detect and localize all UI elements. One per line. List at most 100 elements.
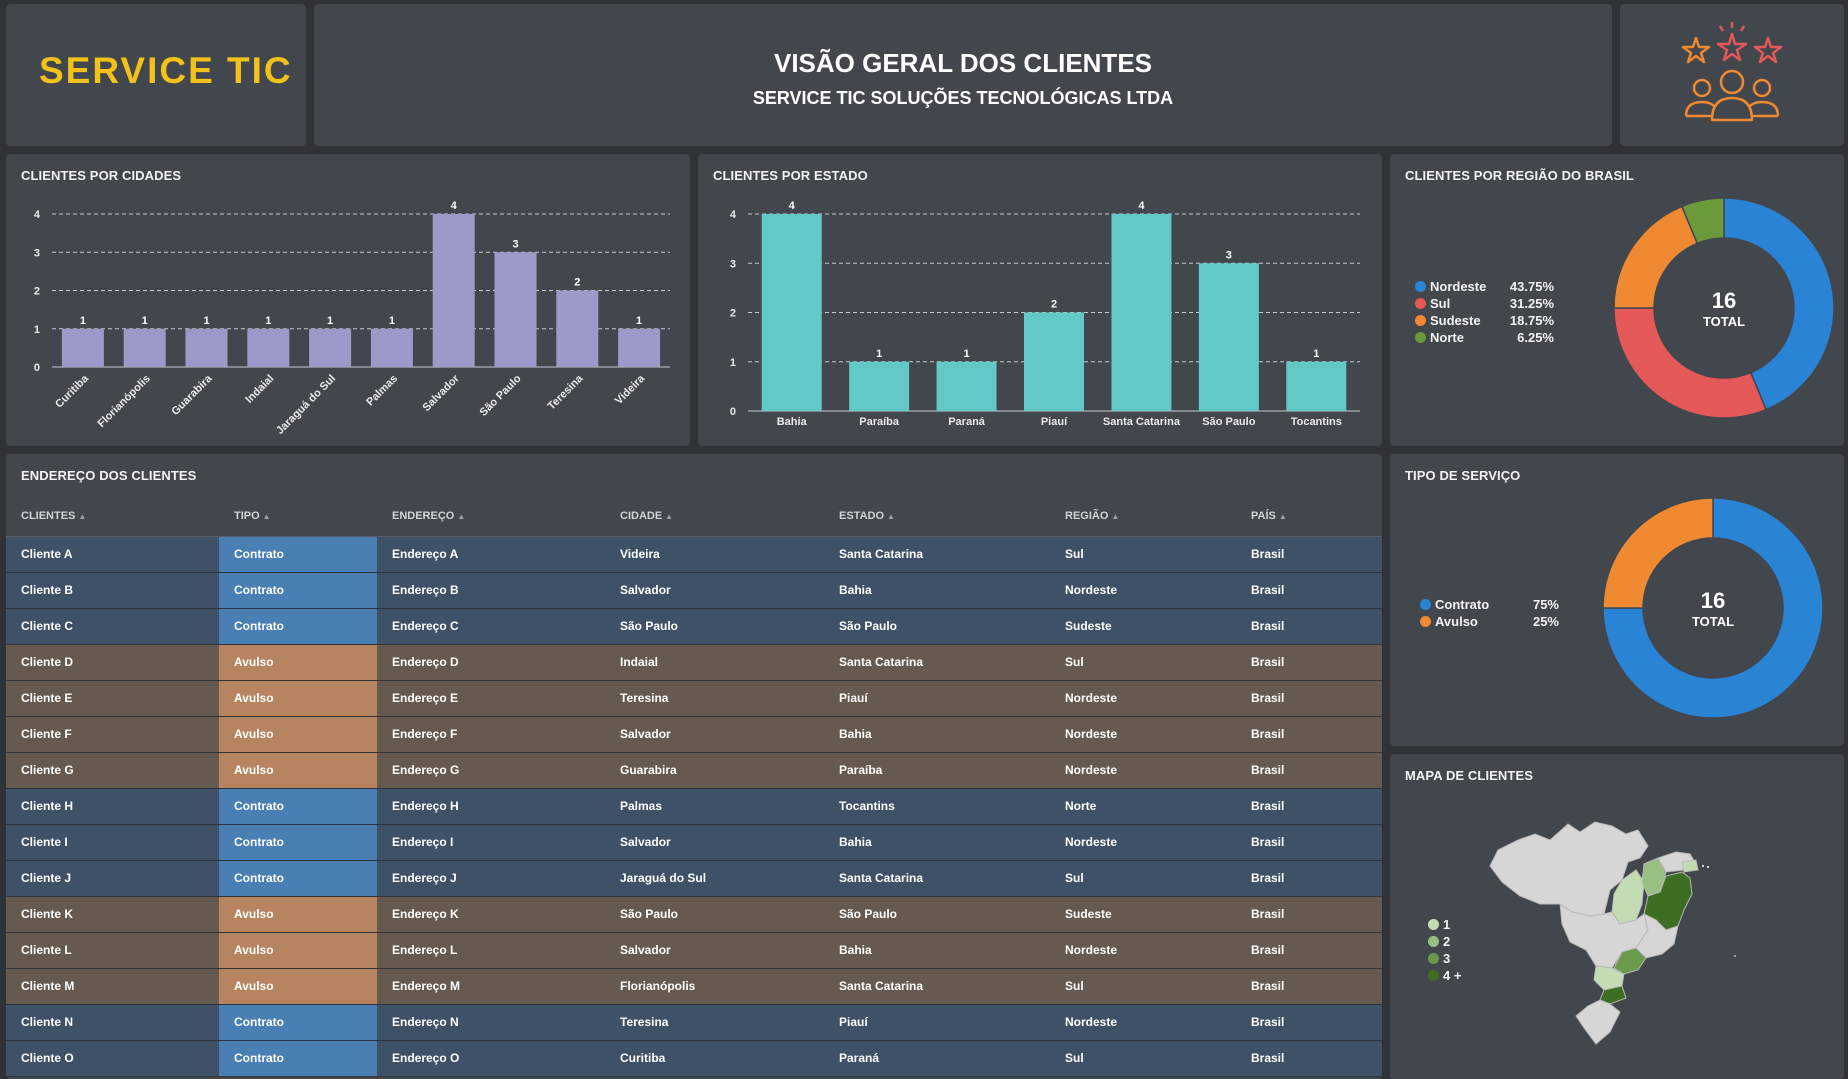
bar[interactable]	[1286, 361, 1347, 411]
table-row[interactable]: Cliente K Avulso Endereço K São Paulo São Pa…	[6, 896, 1382, 933]
legend-item[interactable]: Sudeste 18.75%	[1415, 312, 1554, 329]
column-header[interactable]: PAÍS ▲	[1236, 496, 1382, 537]
column-header[interactable]: TIPO ▲	[219, 496, 377, 537]
column-header[interactable]: ENDEREÇO ▲	[377, 496, 605, 537]
data-label: 1	[1313, 348, 1319, 360]
column-header[interactable]: CIDADE ▲	[605, 496, 824, 537]
y-tick-label: 1	[730, 357, 736, 369]
bar[interactable]	[185, 328, 228, 367]
bar[interactable]	[432, 214, 475, 367]
sort-arrow-icon[interactable]: ▲	[457, 511, 466, 521]
bar[interactable]	[123, 328, 166, 367]
column-header[interactable]: REGIÃO ▲	[1050, 496, 1236, 537]
legend-item[interactable]: Sul 31.25%	[1415, 295, 1554, 312]
bar[interactable]	[1198, 263, 1259, 411]
table-row[interactable]: Cliente A Contrato Endereço A Videira Santa …	[6, 536, 1382, 573]
table-row[interactable]: Cliente M Avulso Endereço M Florianópolis Sa…	[6, 968, 1382, 1005]
bar[interactable]	[247, 328, 290, 367]
data-label: 2	[1051, 299, 1057, 311]
bar[interactable]	[761, 214, 822, 411]
table-cell: Endereço C	[377, 608, 605, 645]
bar[interactable]	[494, 252, 537, 367]
map-legend-item[interactable]: 4 +	[1428, 967, 1461, 984]
bar[interactable]	[936, 361, 997, 411]
map-legend-swatch	[1428, 970, 1439, 981]
map-legend-item[interactable]: 2	[1428, 933, 1461, 950]
legend-value: 6.25%	[1517, 330, 1554, 345]
table-row[interactable]: Cliente C Contrato Endereço C São Paulo São …	[6, 608, 1382, 645]
sort-arrow-icon[interactable]: ▲	[78, 511, 87, 521]
bar[interactable]	[618, 328, 661, 367]
column-header-label: REGIÃO	[1065, 509, 1109, 522]
sort-arrow-icon[interactable]: ▲	[262, 511, 271, 521]
x-tick-label: Teresina	[546, 372, 587, 413]
client-address-title: ENDEREÇO DOS CLIENTES	[21, 468, 197, 483]
table-cell: Paraná	[824, 1040, 1050, 1077]
legend-label: Avulso	[1435, 614, 1478, 629]
table-row[interactable]: Cliente N Contrato Endereço N Teresina Piauí…	[6, 1004, 1382, 1041]
table-cell: Contrato	[219, 824, 377, 861]
map-legend-item[interactable]: 3	[1428, 950, 1461, 967]
bar[interactable]	[1111, 214, 1172, 411]
bar[interactable]	[61, 328, 104, 367]
table-row[interactable]: Cliente J Contrato Endereço J Jaraguá do Su…	[6, 860, 1382, 897]
table-row[interactable]: Cliente H Contrato Endereço H Palmas Tocanti…	[6, 788, 1382, 825]
table-cell: Cliente O	[6, 1040, 219, 1077]
map-state-sao-paulo[interactable]	[1613, 947, 1647, 975]
column-header[interactable]: CLIENTES ▲	[6, 496, 219, 537]
table-row[interactable]: Cliente L Avulso Endereço L Salvador Bahia No…	[6, 932, 1382, 969]
service-legend: Contrato 75% Avulso 25%	[1420, 596, 1559, 630]
x-tick-label: Jaraguá do Sul	[274, 373, 338, 437]
map-state-minas[interactable]	[1635, 913, 1679, 959]
map-legend-label: 2	[1443, 934, 1451, 949]
state-chart-title: CLIENTES POR ESTADO	[713, 168, 868, 183]
sort-arrow-icon[interactable]: ▲	[887, 511, 895, 521]
legend-item[interactable]: Contrato 75%	[1420, 596, 1559, 613]
table-cell: Nordeste	[1050, 824, 1236, 861]
donut-slice[interactable]	[1613, 307, 1768, 419]
x-tick-label: Santa Catarina	[1103, 416, 1181, 428]
table-row[interactable]: Cliente B Contrato Endereço B Salvador Bahia…	[6, 572, 1382, 609]
sort-arrow-icon[interactable]: ▲	[665, 511, 674, 521]
donut-slice[interactable]	[1680, 197, 1725, 245]
y-tick-label: 0	[34, 362, 40, 374]
map-state-santa-catarina[interactable]	[1599, 985, 1627, 1005]
map-state-rio-grande-do-sul[interactable]	[1575, 999, 1621, 1045]
bar[interactable]	[309, 328, 352, 367]
map-region-north[interactable]	[1489, 821, 1649, 917]
y-tick-label: 2	[730, 308, 736, 320]
donut-slice[interactable]	[1602, 497, 1824, 719]
table-row[interactable]: Cliente D Avulso Endereço D Indaial Santa Ca…	[6, 644, 1382, 681]
table-cell: Endereço F	[377, 716, 605, 753]
bar[interactable]	[370, 328, 413, 367]
table-cell: Teresina	[605, 680, 824, 717]
table-cell: Cliente B	[6, 572, 219, 609]
donut-slice[interactable]	[1602, 497, 1714, 609]
table-row[interactable]: Cliente O Contrato Endereço O Curitiba Paran…	[6, 1040, 1382, 1077]
sort-arrow-icon[interactable]: ▲	[1278, 511, 1287, 521]
column-header[interactable]: ESTADO ▲	[824, 496, 1050, 537]
table-cell: Bahia	[824, 824, 1050, 861]
data-label: 1	[876, 348, 882, 360]
sort-arrow-icon[interactable]: ▲	[1111, 511, 1120, 521]
service-chart-panel: TIPO DE SERVIÇO Contrato 75% Avulso 25% 16 …	[1390, 454, 1844, 746]
column-header-label: ENDEREÇO	[392, 509, 455, 522]
map-legend-item[interactable]: 1	[1428, 916, 1461, 933]
table-cell: Endereço D	[377, 644, 605, 681]
table-cell: Endereço A	[377, 536, 605, 573]
bar[interactable]	[556, 290, 599, 368]
donut-slice[interactable]	[1723, 197, 1835, 411]
legend-item[interactable]: Norte 6.25%	[1415, 329, 1554, 346]
map-state-paraiba[interactable]	[1681, 859, 1699, 873]
bar[interactable]	[1024, 312, 1084, 412]
bar[interactable]	[849, 361, 910, 411]
y-tick-label: 1	[34, 324, 40, 336]
legend-item[interactable]: Nordeste 43.75%	[1415, 278, 1554, 295]
table-cell: Paraíba	[824, 752, 1050, 789]
table-row[interactable]: Cliente E Avulso Endereço E Teresina Piauí No…	[6, 680, 1382, 717]
logo: SERVICE TIC	[39, 50, 293, 91]
table-row[interactable]: Cliente F Avulso Endereço F Salvador Bahia No…	[6, 716, 1382, 753]
legend-item[interactable]: Avulso 25%	[1420, 613, 1559, 630]
table-row[interactable]: Cliente I Contrato Endereço I Salvador Bahia…	[6, 824, 1382, 861]
table-row[interactable]: Cliente G Avulso Endereço G Guarabira Paraíb…	[6, 752, 1382, 789]
